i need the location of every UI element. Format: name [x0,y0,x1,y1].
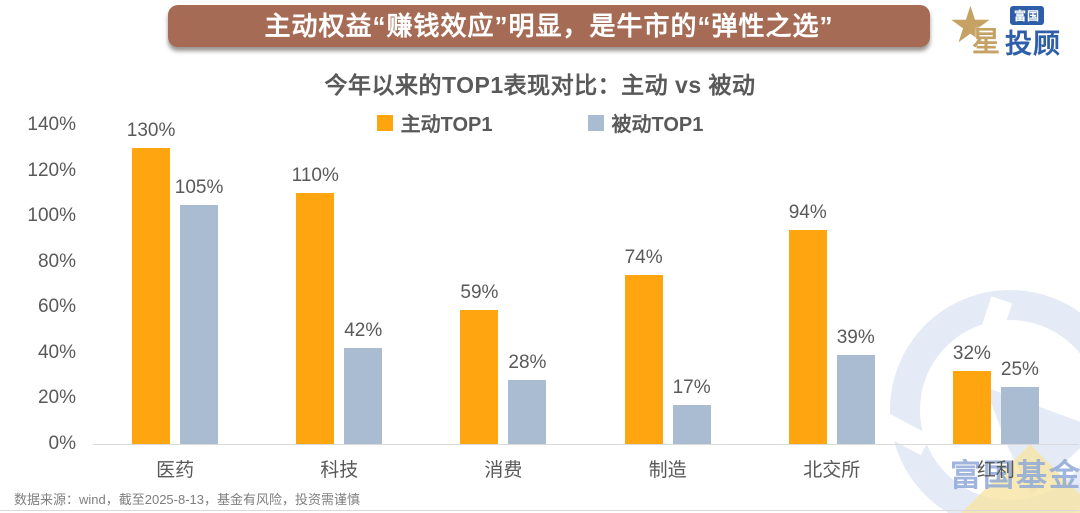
bar [672,405,711,444]
legend: 主动TOP1 被动TOP1 [0,108,1080,137]
y-axis-label: 40% [37,341,76,363]
legend-swatch-active [376,114,393,131]
bar [460,310,499,444]
bar-value-label: 25% [1000,359,1039,380]
banner-title: 主动权益“赚钱效应”明显，是牛市的“弹性之选” [168,5,930,47]
y-axis-label: 120% [27,159,76,181]
x-axis-label: 消费 [484,460,523,481]
logo-badge: 富国 [1010,6,1045,25]
x-axis-label: 医药 [156,460,195,481]
bar [508,380,547,444]
y-axis-label: 20% [37,387,76,409]
bar-value-label: 32% [952,343,991,364]
bar-value-label: 94% [788,202,827,223]
bar [624,275,663,444]
bar [1000,387,1039,444]
bar [180,205,219,444]
legend-item-passive: 被动TOP1 [587,108,704,137]
y-axis-label: 60% [37,296,76,318]
bar [836,355,875,444]
x-axis-label: 制造 [648,460,687,481]
y-axis-label: 140% [27,114,76,135]
bar-value-label: 39% [836,327,875,348]
bar-value-label: 17% [672,377,711,398]
bar-value-label: 105% [174,177,224,198]
bar [296,193,335,444]
logo-star-char: 星 [972,26,1001,57]
chart-title: 今年以来的TOP1表现对比：主动 vs 被动 [324,72,756,98]
legend-label: 被动TOP1 [611,114,704,136]
bar [788,230,827,444]
legend-swatch-passive [587,114,604,131]
y-axis-label: 80% [37,250,76,272]
bar-value-label: 74% [624,247,663,268]
x-axis-label: 北交所 [803,460,861,481]
bar [132,148,171,444]
legend-label: 主动TOP1 [400,114,493,136]
star-icon: ★ [948,0,993,53]
bar [344,348,383,444]
bar-value-label: 130% [126,120,176,141]
logo-name: 投顾 [1005,29,1061,59]
x-axis-label: 科技 [320,460,359,481]
x-axis-label: 红利 [976,460,1015,481]
x-axis-line [93,444,1078,445]
bar-value-label: 42% [344,320,383,341]
bottom-divider [0,510,1080,511]
bar-value-label: 28% [508,352,547,373]
footer-note: 数据来源：wind，截至2025-8-13，基金有风险，投资需谨慎 [14,492,361,507]
bar-value-label: 110% [291,165,339,186]
y-axis-label: 100% [27,205,76,227]
bar [952,371,991,444]
bar-value-label: 59% [460,282,499,303]
y-axis-label: 0% [48,433,76,454]
brand-logo: ★ 星 富国 投顾 [948,0,1078,59]
legend-item-active: 主动TOP1 [376,108,493,137]
watermark-text: 富国基金 [950,458,1080,493]
